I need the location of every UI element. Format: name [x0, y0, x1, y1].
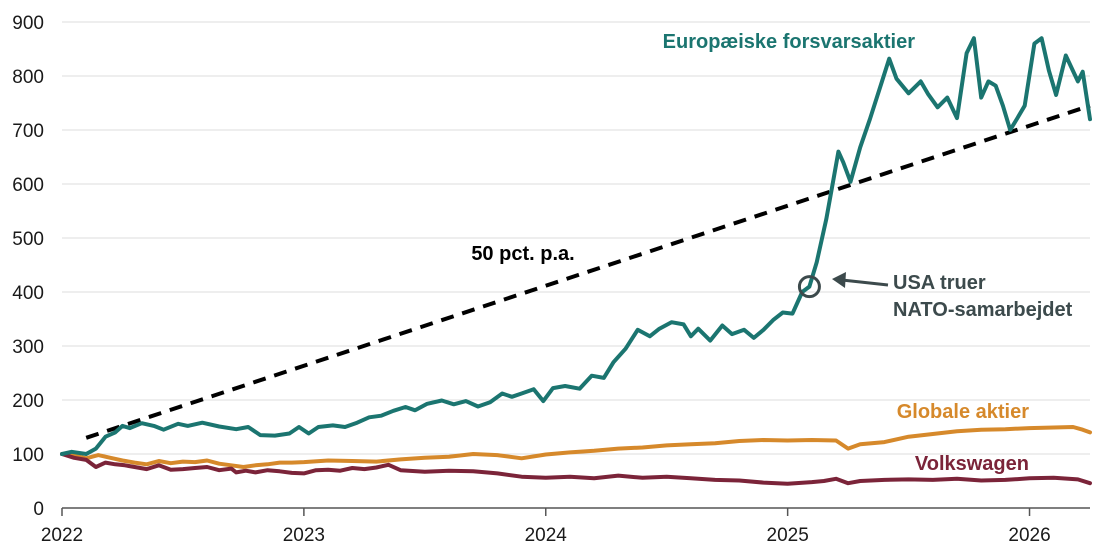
series-label-volkswagen: Volkswagen: [915, 453, 1029, 475]
y-tick-label: 0: [33, 499, 44, 520]
series-lines: [60, 36, 1092, 486]
y-tick-label: 600: [12, 175, 44, 196]
y-tick-label: 800: [12, 67, 44, 88]
x-tick-label: 2022: [41, 525, 83, 546]
x-tick-label: 2023: [283, 525, 325, 546]
series-label-global: Globale aktier: [897, 401, 1029, 423]
event-label-line1: USA truer: [893, 272, 986, 294]
gridlines: [62, 21, 1090, 455]
series-label-defense: Europæiske forsvarsaktier: [663, 31, 916, 53]
y-tick-label: 900: [12, 13, 44, 34]
x-tick-label: 2025: [767, 525, 809, 546]
series-line-europ-iske-forsvarsaktier: [60, 36, 1092, 456]
y-tick-label: 400: [12, 283, 44, 304]
y-tick-label: 500: [12, 229, 44, 250]
x-tick-label: 2026: [1008, 525, 1050, 546]
event-label-line2: NATO-samarbejdet: [893, 299, 1073, 321]
series-line-50-pct-p-a-: [85, 103, 1091, 440]
series-line-globale-aktier: [60, 425, 1092, 469]
trend-label: 50 pct. p.a.: [471, 243, 574, 265]
y-tick-label: 300: [12, 337, 44, 358]
series-line-volkswagen: [60, 452, 1092, 486]
y-axis-ticks: 0 100 200 300 400 500 600 700 800 900: [12, 13, 44, 520]
y-tick-label: 100: [12, 445, 44, 466]
event-marker-circle: [797, 275, 821, 299]
x-tick-label: 2024: [525, 525, 568, 546]
y-tick-label: 700: [12, 121, 44, 142]
x-axis-ticks: 2022 2023 2024 2025 2026: [41, 508, 1051, 546]
event-arrow: [832, 272, 889, 288]
y-tick-label: 200: [12, 391, 44, 412]
